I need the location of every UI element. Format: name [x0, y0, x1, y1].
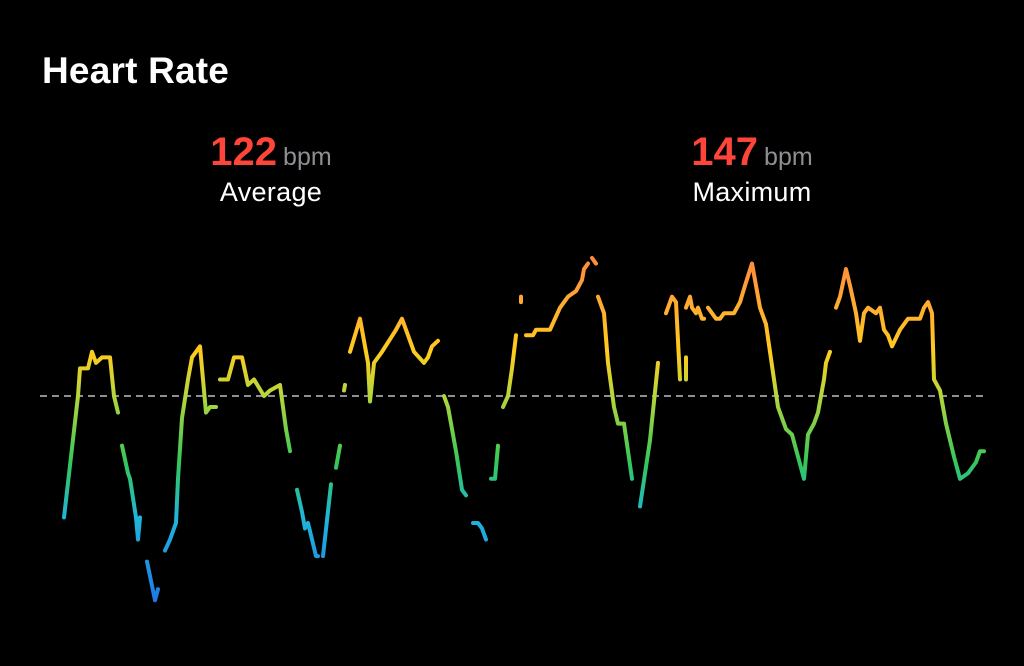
heart-rate-segment-11 [471, 520, 488, 542]
average-value: 122 [210, 130, 278, 174]
heart-rate-segment-5 [295, 487, 320, 559]
average-unit: bpm [283, 143, 332, 171]
page-title: Heart Rate [42, 50, 230, 91]
maximum-unit: bpm [764, 143, 813, 171]
heart-rate-segment-7 [334, 443, 342, 470]
heart-rate-segment-15 [524, 261, 590, 338]
heart-rate-segment-19 [664, 294, 682, 382]
heart-rate-segment-0 [62, 349, 120, 520]
heart-rate-segment-9 [348, 316, 440, 404]
heart-rate-segment-13 [501, 333, 518, 410]
heart-rate-segment-23 [834, 267, 986, 481]
heart-rate-segment-22 [706, 261, 832, 481]
heart-rate-segment-3 [163, 344, 218, 553]
heart-rate-segment-2 [145, 559, 160, 603]
heart-rate-segment-16 [590, 256, 598, 266]
heart-rate-segment-21 [684, 294, 706, 321]
heart-rate-segment-18 [638, 360, 660, 509]
heart-rate-segment-1 [120, 443, 142, 542]
maximum-stat: 147 bpm Maximum [622, 130, 882, 208]
average-stat: 122 bpm Average [141, 130, 401, 208]
maximum-label: Maximum [692, 177, 812, 207]
heart-rate-segment-17 [596, 294, 634, 481]
heart-rate-segment-6 [321, 482, 333, 559]
heart-rate-segment-12 [489, 443, 500, 481]
average-label: Average [219, 177, 323, 207]
maximum-value: 147 [691, 130, 759, 174]
heart-rate-segment-4 [218, 355, 292, 454]
heart-rate-segment-8 [342, 382, 347, 393]
heart-rate-segment-10 [442, 394, 468, 498]
